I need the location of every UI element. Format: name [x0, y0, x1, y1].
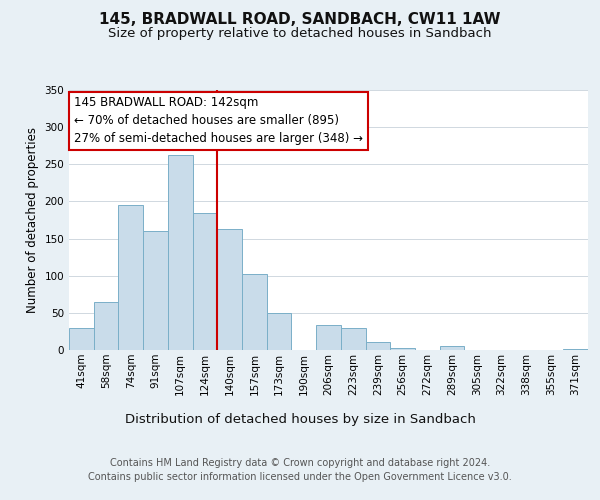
Bar [316, 326, 341, 350]
Bar [365, 342, 390, 350]
Bar [440, 346, 464, 350]
Text: 145 BRADWALL ROAD: 142sqm
← 70% of detached houses are smaller (895)
27% of semi: 145 BRADWALL ROAD: 142sqm ← 70% of detac… [74, 96, 363, 146]
Bar [94, 302, 118, 350]
Y-axis label: Number of detached properties: Number of detached properties [26, 127, 39, 313]
Bar [143, 231, 168, 350]
Bar [168, 156, 193, 350]
Text: Distribution of detached houses by size in Sandbach: Distribution of detached houses by size … [125, 412, 475, 426]
Bar [242, 274, 267, 350]
Bar [341, 328, 365, 350]
Text: Size of property relative to detached houses in Sandbach: Size of property relative to detached ho… [108, 28, 492, 40]
Bar [390, 348, 415, 350]
Bar [118, 205, 143, 350]
Bar [267, 313, 292, 350]
Bar [217, 229, 242, 350]
Bar [563, 348, 588, 350]
Text: 145, BRADWALL ROAD, SANDBACH, CW11 1AW: 145, BRADWALL ROAD, SANDBACH, CW11 1AW [99, 12, 501, 28]
Bar [193, 212, 217, 350]
Bar [69, 328, 94, 350]
Text: Contains public sector information licensed under the Open Government Licence v3: Contains public sector information licen… [88, 472, 512, 482]
Text: Contains HM Land Registry data © Crown copyright and database right 2024.: Contains HM Land Registry data © Crown c… [110, 458, 490, 468]
